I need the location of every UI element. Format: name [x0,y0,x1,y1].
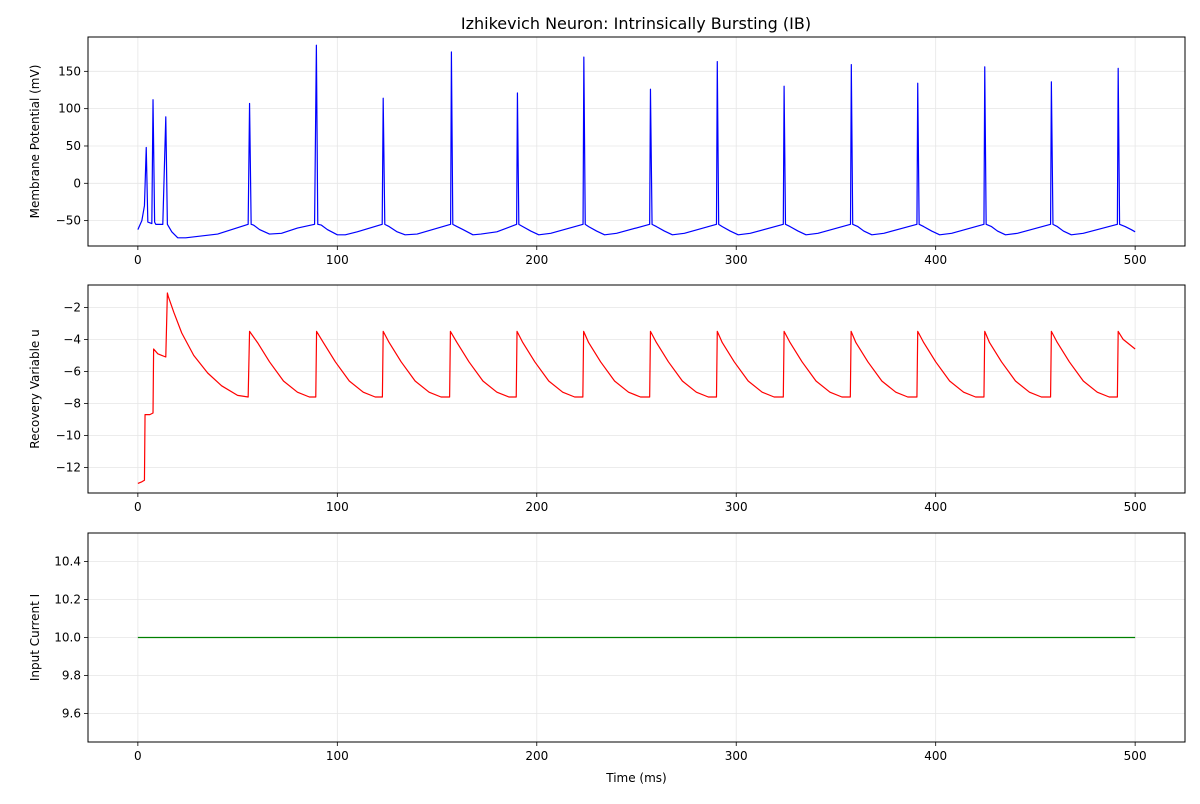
x-axis-label: Time (ms) [605,771,667,785]
chart-panel-1: 0 100 200 300 400 500 −50 0 50 100 150 Membrane Pot… [28,36,1186,267]
y-axis-label: Input Current I [28,594,42,681]
y-tick-label: 10.0 [54,631,81,645]
x-tick-label: 400 [924,749,947,763]
y-tick-label: −6 [63,364,81,378]
y-tick-label: −12 [56,460,81,474]
y-tick-label: −4 [63,332,81,346]
y-tick-label: 50 [66,139,81,153]
y-tick-label: 150 [58,64,81,78]
plot-frame [87,284,1186,494]
y-tick-label: −2 [63,300,81,314]
x-tick-label: 300 [725,500,748,514]
x-tick-label: 0 [134,500,142,514]
y-tick-label: 9.8 [62,669,81,683]
y-tick-label: −10 [56,428,81,442]
x-tick-label: 500 [1124,253,1147,267]
x-tick-label: 200 [525,253,548,267]
plot-frame [87,36,1186,247]
y-tick-label: 9.6 [62,707,81,721]
y-axis-label: Recovery Variable u [28,329,42,448]
figure-title: Izhikevich Neuron: Intrinsically Burstin… [461,14,811,33]
y-tick-label: 100 [58,102,81,116]
x-tick-label: 300 [725,253,748,267]
y-tick-label: −8 [63,396,81,410]
y-tick-label: 10.2 [54,593,81,607]
x-tick-label: 500 [1124,500,1147,514]
x-tick-label: 400 [924,500,947,514]
x-tick-label: 0 [134,749,142,763]
x-tick-label: 200 [525,749,548,763]
x-tick-label: 0 [134,253,142,267]
x-tick-label: 200 [525,500,548,514]
x-tick-label: 100 [326,749,349,763]
x-tick-label: 300 [725,749,748,763]
y-axis-label: Membrane Potential (mV) [28,65,42,219]
series-line-1 [137,292,1136,484]
chart-panel-2: 0 100 200 300 400 500 −12 −10 −8 −6 −4 −2 Recovery V… [28,284,1186,514]
y-tick-label: −50 [56,214,81,228]
y-tick-label: 10.4 [54,555,81,569]
x-tick-label: 400 [924,253,947,267]
series-line-1 [137,44,1136,239]
x-tick-label: 100 [326,253,349,267]
chart-panel-3: 0 100 200 300 400 500 9.6 9.8 10.0 10.2 10.4 Input … [28,532,1186,785]
x-tick-label: 500 [1124,749,1147,763]
x-tick-label: 100 [326,500,349,514]
y-tick-label: 0 [73,176,81,190]
